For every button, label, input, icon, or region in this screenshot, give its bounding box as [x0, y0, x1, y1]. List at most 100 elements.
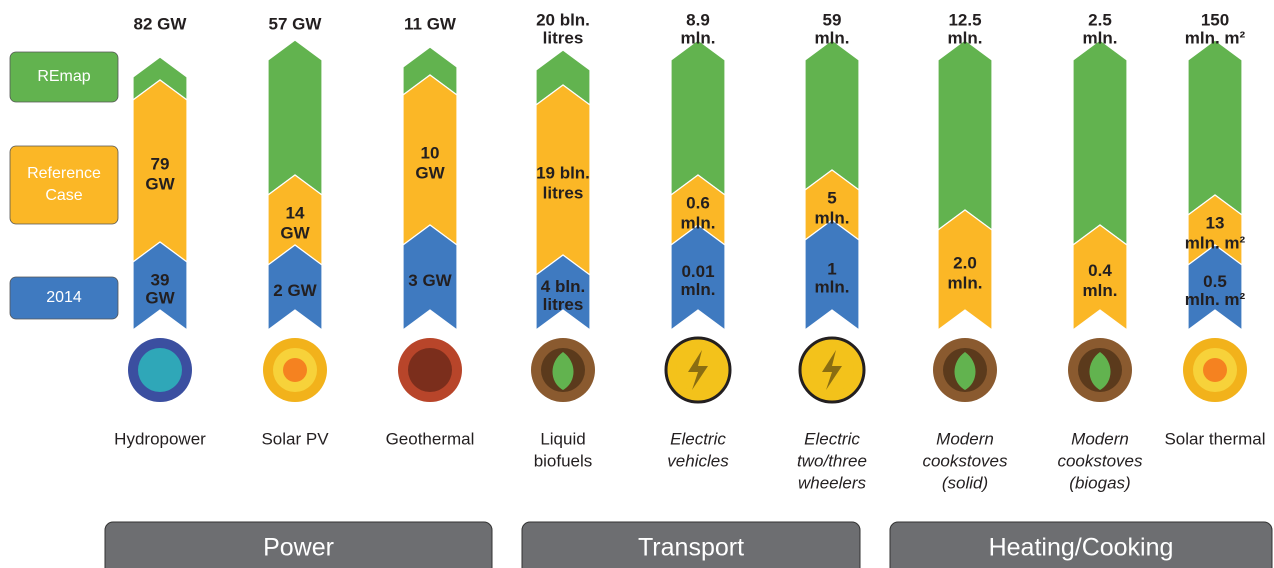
reference-label: 79 [151, 154, 170, 173]
base-label: 4 bln. [541, 277, 585, 296]
column-name: Liquid [540, 429, 585, 448]
base-label: mln. [815, 277, 850, 296]
arrow-segment [1072, 39, 1128, 247]
legend-label: REmap [37, 68, 90, 85]
remap-label: 11 GW [404, 14, 457, 33]
icon-sun [283, 358, 307, 382]
base-label: mln. [681, 280, 716, 299]
base-label: 3 GW [408, 271, 452, 290]
arrow-segment [670, 224, 726, 332]
group-box [104, 521, 493, 568]
reference-label: GW [415, 163, 445, 182]
remap-label: litres [543, 28, 584, 47]
column-name: cookstoves [922, 451, 1008, 470]
base-label: litres [543, 295, 584, 314]
remap-label: 82 GW [134, 14, 188, 33]
arrow-segment [804, 39, 860, 192]
column-name: two/three [797, 451, 867, 470]
base-label: 39 [151, 270, 170, 289]
base-label: 2 GW [273, 281, 317, 300]
remap-label: mln. m² [1185, 28, 1246, 47]
remap-label: 57 GW [269, 14, 323, 33]
column-name: cookstoves [1057, 451, 1143, 470]
icon-core [408, 348, 452, 392]
arrow-segment [670, 39, 726, 197]
column-name: Solar thermal [1164, 429, 1265, 448]
reference-label: GW [145, 174, 175, 193]
remap-label: 12.5 [948, 10, 981, 29]
legend-box [9, 145, 119, 225]
arrow-segment [267, 244, 323, 332]
arrow-segment [402, 224, 458, 332]
icon-leaf [552, 352, 574, 390]
column-name: Geothermal [386, 429, 475, 448]
column-name: Modern [936, 429, 994, 448]
base-label: GW [145, 288, 175, 307]
icon-sun [1203, 358, 1227, 382]
arrow-segment [804, 219, 860, 332]
remap-label: mln. [1083, 28, 1118, 47]
base-label: 0.5 [1203, 272, 1227, 291]
arrow-segment [1187, 39, 1243, 217]
arrow-segment [937, 39, 993, 232]
reference-label: 13 [1206, 213, 1225, 232]
icon-bolt [822, 350, 842, 390]
group-box [889, 521, 1273, 568]
column-name: Electric [804, 429, 860, 448]
reference-label: 5 [827, 188, 836, 207]
icon-leaf [954, 352, 976, 390]
column-name: Modern [1071, 429, 1129, 448]
column-name: biofuels [534, 451, 593, 470]
reference-label: mln. [681, 213, 716, 232]
column-name: Electric [670, 429, 726, 448]
reference-label: mln. m² [1185, 233, 1246, 252]
group-box [521, 521, 861, 568]
remap-label: mln. [948, 28, 983, 47]
arrow-segment [1072, 224, 1128, 332]
reference-label: 0.4 [1088, 261, 1112, 280]
remap-label: 8.9 [686, 10, 710, 29]
column-name: (biogas) [1069, 473, 1130, 492]
icon-core [138, 348, 182, 392]
remap-label: 20 bln. [536, 10, 590, 29]
column-name: wheelers [798, 473, 867, 492]
remap-label: 2.5 [1088, 10, 1112, 29]
reference-label: mln. [815, 208, 850, 227]
reference-label: 2.0 [953, 253, 977, 272]
arrow-segment [535, 254, 591, 332]
base-label: 1 [827, 259, 836, 278]
arrow-segment [267, 39, 323, 197]
column-name: vehicles [667, 451, 729, 470]
arrow-segment [1187, 244, 1243, 332]
group-label: Power [263, 534, 334, 562]
remap-label: mln. [815, 28, 850, 47]
reference-label: mln. [948, 273, 983, 292]
legend-box [9, 51, 119, 103]
group-label: Heating/Cooking [989, 534, 1174, 562]
column-name: Solar PV [261, 429, 329, 448]
reference-label: 10 [421, 143, 440, 162]
reference-label: 19 bln. [536, 163, 590, 182]
legend-label: Reference Case [27, 165, 101, 204]
legend-box [9, 276, 119, 320]
group-label: Transport [638, 534, 744, 562]
arrow-segment [937, 209, 993, 332]
reference-label: GW [280, 223, 310, 242]
legend-label: 2014 [46, 289, 82, 306]
arrow-segment [132, 241, 188, 332]
base-label: mln. m² [1185, 290, 1246, 309]
base-label: 0.01 [681, 262, 714, 281]
reference-label: litres [543, 183, 584, 202]
column-name: Hydropower [114, 429, 206, 448]
reference-label: 14 [286, 203, 305, 222]
column-name: (solid) [942, 473, 988, 492]
remap-label: 59 [823, 10, 842, 29]
remap-label: mln. [681, 28, 716, 47]
reference-label: mln. [1083, 281, 1118, 300]
remap-label: 150 [1201, 10, 1229, 29]
icon-leaf [1089, 352, 1111, 390]
reference-label: 0.6 [686, 193, 710, 212]
icon-bolt [688, 350, 708, 390]
